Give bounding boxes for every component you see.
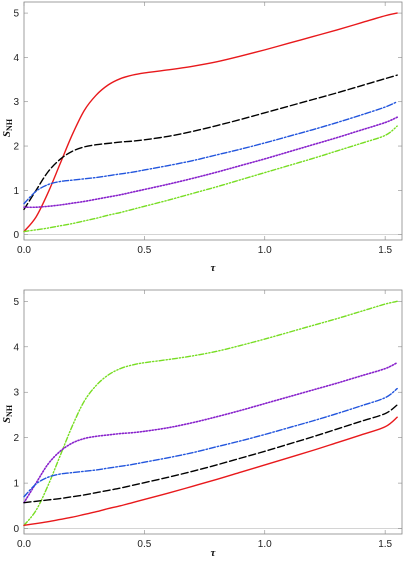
top-plot-xtick-label: 0.5	[137, 245, 151, 256]
top-plot-ytick-label: 5	[13, 9, 19, 20]
bottom-plot-ytick-label: 2	[13, 433, 19, 444]
bottom-plot-ticks: 0.0 0.5 1.0 1.5 0 1 2 3 4 5	[13, 290, 402, 550]
bottom-plot-ytick-label: 5	[13, 297, 19, 308]
top-plot-xlabel: τ	[211, 262, 217, 274]
top-plot-ytick-label: 0	[13, 230, 19, 241]
bottom-plot-xtick-label: 1.5	[378, 539, 392, 550]
top-plot-ytick-label: 2	[13, 142, 19, 153]
bottom-plot-ytick-label: 4	[13, 342, 19, 353]
bottom-plot-xtick-label: 0.5	[137, 539, 151, 550]
bottom-plot-frame	[23, 289, 403, 535]
top-plot-series-dashdotdot	[23, 125, 398, 233]
top-plot-ylabel: SNH	[1, 118, 14, 137]
bottom-plot-ytick-label: 0	[13, 524, 19, 535]
bottom-plot-ytick-label: 3	[13, 388, 19, 399]
top-plot-series	[23, 12, 402, 235]
bottom-plot-xtick-label: 0.0	[17, 539, 31, 550]
top-plot-xtick-label: 1.0	[258, 245, 272, 256]
top-plot-ytick-label: 1	[13, 186, 19, 197]
top-plot: 0.0 0.5 1.0 1.5 0 1 2 3 4 5 SNH τ	[1, 1, 403, 274]
bottom-plot-ytick-label: 1	[13, 479, 19, 490]
bottom-plot-xlabel: τ	[211, 547, 217, 559]
bottom-plot: 0.0 0.5 1.0 1.5 0 1 2 3 4 5 SNH τ	[1, 289, 403, 559]
bottom-plot-series-dashed	[23, 404, 398, 504]
bottom-plot-series	[23, 300, 402, 529]
top-plot-series-solid	[23, 12, 398, 233]
bottom-plot-series-dashdot	[23, 387, 398, 498]
top-plot-xtick-label: 0.0	[17, 245, 31, 256]
top-plot-series-dashdot	[23, 101, 398, 205]
top-plot-ytick-label: 3	[13, 97, 19, 108]
top-plot-frame	[23, 1, 403, 241]
top-plot-ytick-label: 4	[13, 53, 19, 64]
top-plot-xtick-label: 1.5	[378, 245, 392, 256]
bottom-plot-series-solid	[23, 416, 398, 527]
bottom-plot-xtick-label: 1.0	[258, 539, 272, 550]
bottom-plot-ylabel: SNH	[1, 404, 14, 423]
top-plot-ticks: 0.0 0.5 1.0 1.5 0 1 2 3 4 5	[13, 2, 402, 256]
top-plot-series-dotted	[23, 116, 398, 209]
top-plot-series-dashed	[23, 74, 398, 211]
bottom-plot-series-dashdotdot	[23, 300, 398, 527]
bottom-plot-series-dotted	[23, 361, 398, 504]
